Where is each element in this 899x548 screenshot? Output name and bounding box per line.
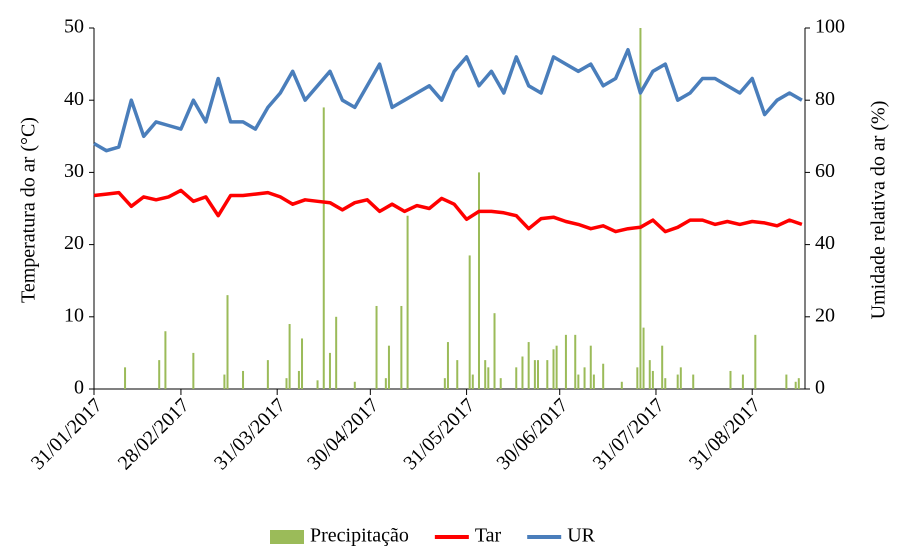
- y2-tick-label: 100: [815, 16, 845, 38]
- bar: [592, 374, 595, 389]
- bar: [785, 374, 788, 389]
- bar: [515, 367, 518, 389]
- bar: [406, 215, 409, 389]
- x-tick-label: 31/01/2017: [27, 394, 107, 474]
- bar: [456, 360, 459, 389]
- bar: [353, 381, 356, 389]
- bar: [285, 378, 288, 389]
- bar: [375, 305, 378, 389]
- bar: [192, 352, 195, 389]
- bar: [642, 327, 645, 389]
- bar: [648, 360, 651, 389]
- bar: [288, 324, 291, 389]
- bar: [602, 363, 605, 389]
- bar: [797, 378, 800, 389]
- bar: [546, 360, 549, 389]
- bar: [794, 381, 797, 389]
- legend-swatch: [270, 530, 304, 544]
- bar: [493, 313, 496, 389]
- bar: [552, 349, 555, 389]
- bar: [692, 374, 695, 389]
- legend-label: UR: [567, 525, 595, 547]
- x-tick-label: 31/05/2017: [399, 394, 479, 474]
- x-tick-label: 31/08/2017: [685, 394, 765, 474]
- bar: [679, 367, 682, 389]
- bar: [754, 334, 757, 389]
- bar: [577, 374, 580, 389]
- line: [93, 188, 803, 234]
- y2-tick-label: 0: [815, 377, 825, 399]
- bar: [661, 345, 664, 389]
- legend-label: Tar: [475, 525, 502, 547]
- bar: [484, 360, 487, 389]
- bar: [639, 28, 642, 389]
- bar: [536, 360, 539, 389]
- bar: [477, 172, 480, 389]
- y2-tick-label: 20: [815, 304, 835, 326]
- x-tick-label: 28/02/2017: [114, 394, 194, 474]
- bar: [242, 370, 245, 389]
- bar: [443, 378, 446, 389]
- y-tick-label: 50: [64, 16, 84, 38]
- bar: [527, 342, 530, 389]
- x-tick-label: 31/03/2017: [210, 394, 290, 474]
- bar: [301, 338, 304, 389]
- bar: [664, 378, 667, 389]
- bar: [471, 374, 474, 389]
- bar: [335, 316, 338, 389]
- bar: [468, 255, 471, 389]
- bar: [499, 378, 502, 389]
- y-tick-label: 0: [74, 377, 84, 399]
- y-tick-label: 40: [64, 88, 84, 110]
- bar: [574, 334, 577, 389]
- line: [93, 47, 803, 153]
- bar: [564, 334, 567, 389]
- bar: [297, 370, 300, 389]
- x-tick-label: 30/06/2017: [493, 394, 573, 474]
- bar: [384, 378, 387, 389]
- bar: [741, 374, 744, 389]
- bar: [400, 305, 403, 389]
- bar: [487, 367, 490, 389]
- bar: [533, 360, 536, 389]
- y-tick-label: 10: [64, 304, 84, 326]
- bar: [729, 370, 732, 389]
- y2-tick-label: 80: [815, 88, 835, 110]
- bar: [589, 345, 592, 389]
- x-tick-label: 31/07/2017: [589, 394, 669, 474]
- bar: [387, 345, 390, 389]
- bar: [651, 370, 654, 389]
- bar: [676, 374, 679, 389]
- bar: [636, 367, 639, 389]
- bar: [521, 356, 524, 389]
- bar: [555, 345, 558, 389]
- y2-tick-label: 40: [815, 232, 835, 254]
- bar: [158, 360, 161, 389]
- bar: [226, 295, 229, 389]
- bar: [223, 374, 226, 389]
- bar: [124, 367, 127, 389]
- legend-label: Precipitação: [310, 525, 409, 547]
- bar: [322, 107, 325, 390]
- bar: [446, 342, 449, 389]
- x-tick-label: 30/04/2017: [303, 394, 383, 474]
- bar: [583, 367, 586, 389]
- bar: [328, 352, 331, 389]
- y-tick-label: 30: [64, 160, 84, 182]
- bar: [316, 380, 319, 389]
- bar: [266, 360, 269, 389]
- y2-axis-label: Umidade relativa do ar (%): [868, 101, 890, 320]
- bar: [164, 331, 167, 389]
- y2-tick-label: 60: [815, 160, 835, 182]
- bar: [620, 381, 623, 389]
- y-axis-label: Temperatura do ar (°C): [18, 117, 40, 303]
- y-tick-label: 20: [64, 232, 84, 254]
